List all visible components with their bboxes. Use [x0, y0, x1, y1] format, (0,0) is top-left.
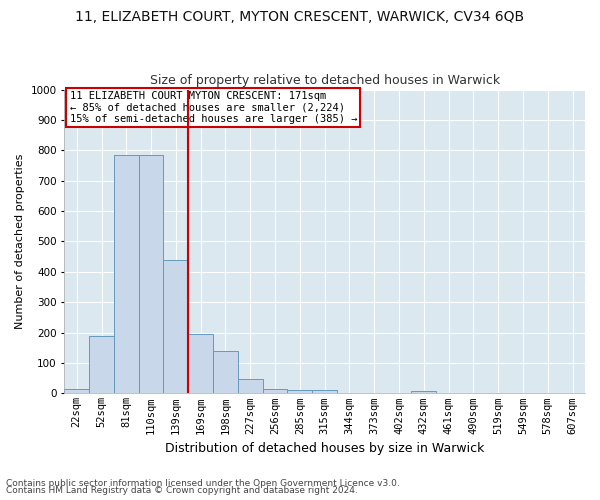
Bar: [188, 334, 213, 394]
X-axis label: Distribution of detached houses by size in Warwick: Distribution of detached houses by size …: [165, 442, 484, 455]
Bar: [89, 336, 114, 394]
Bar: [412, 391, 436, 394]
Text: Contains HM Land Registry data © Crown copyright and database right 2024.: Contains HM Land Registry data © Crown c…: [6, 486, 358, 495]
Text: Contains public sector information licensed under the Open Government Licence v3: Contains public sector information licen…: [6, 478, 400, 488]
Bar: [213, 351, 238, 394]
Y-axis label: Number of detached properties: Number of detached properties: [15, 154, 25, 329]
Bar: [263, 389, 287, 394]
Text: 11, ELIZABETH COURT, MYTON CRESCENT, WARWICK, CV34 6QB: 11, ELIZABETH COURT, MYTON CRESCENT, WAR…: [76, 10, 524, 24]
Bar: [238, 379, 263, 394]
Bar: [312, 390, 337, 394]
Bar: [64, 389, 89, 394]
Text: 11 ELIZABETH COURT MYTON CRESCENT: 171sqm
← 85% of detached houses are smaller (: 11 ELIZABETH COURT MYTON CRESCENT: 171sq…: [70, 91, 357, 124]
Bar: [139, 155, 163, 394]
Title: Size of property relative to detached houses in Warwick: Size of property relative to detached ho…: [149, 74, 500, 87]
Bar: [114, 155, 139, 394]
Bar: [163, 260, 188, 394]
Bar: [287, 390, 312, 394]
